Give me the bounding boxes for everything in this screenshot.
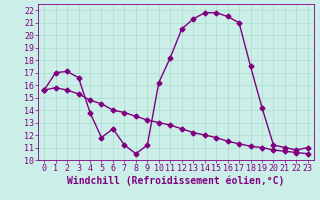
X-axis label: Windchill (Refroidissement éolien,°C): Windchill (Refroidissement éolien,°C) [67, 176, 285, 186]
